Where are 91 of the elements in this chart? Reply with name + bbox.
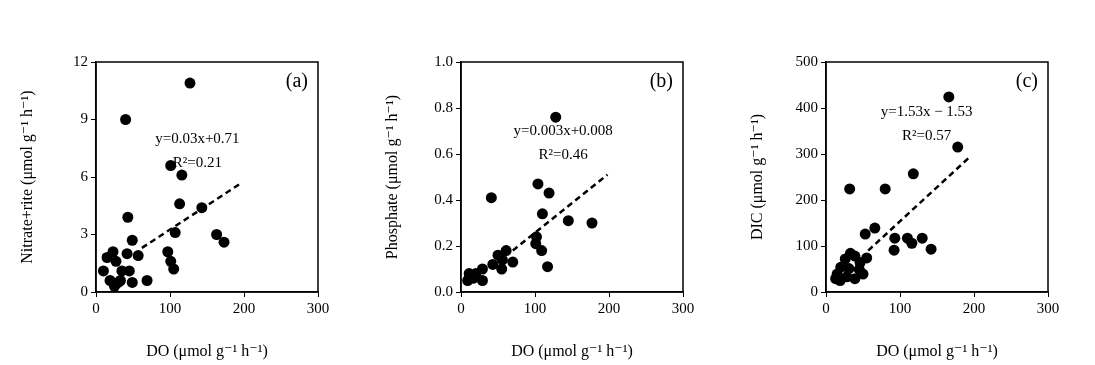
- annotation: (b): [649, 69, 673, 93]
- point: [169, 227, 181, 239]
- point: [844, 183, 856, 195]
- point: [543, 187, 555, 199]
- point: [174, 198, 186, 210]
- point: [97, 265, 109, 277]
- point: [532, 178, 544, 190]
- point: [122, 211, 134, 223]
- x-axis-title: DO (μmol g⁻¹ h⁻¹): [876, 341, 998, 360]
- point: [120, 114, 132, 125]
- x-tick-label: 100: [523, 299, 547, 316]
- annotation: R²=0.57: [902, 126, 952, 143]
- point: [888, 244, 900, 256]
- point: [916, 232, 928, 244]
- y-tick-label: 9: [80, 110, 88, 127]
- point: [562, 215, 574, 227]
- x-tick-label: 200: [962, 299, 986, 316]
- y-axis-title: Nitrate+rite (μmol g⁻¹ h⁻¹): [17, 90, 36, 264]
- point: [184, 77, 196, 89]
- point: [869, 222, 881, 234]
- point: [849, 273, 861, 285]
- point: [586, 217, 598, 229]
- point: [101, 252, 113, 263]
- point: [943, 91, 955, 103]
- y-axis-title: Phosphate (μmol g⁻¹ h⁻¹): [382, 94, 401, 260]
- y-tick-label: 1.0: [434, 52, 453, 69]
- x-tick-label: 0: [822, 299, 830, 316]
- x-tick-label: 300: [1036, 299, 1060, 316]
- point: [485, 192, 497, 204]
- point: [218, 236, 230, 248]
- point: [906, 237, 918, 249]
- y-tick-label: 6: [80, 167, 89, 184]
- x-axis-title: DO (μmol g⁻¹ h⁻¹): [146, 341, 268, 360]
- point: [487, 258, 499, 270]
- y-tick-label: 0.4: [434, 190, 454, 207]
- x-tick-label: 0: [457, 299, 465, 316]
- point: [132, 250, 144, 262]
- point: [536, 208, 548, 220]
- point: [176, 169, 188, 181]
- point: [925, 243, 937, 255]
- y-tick-label: 0.6: [434, 144, 454, 161]
- point: [542, 261, 554, 273]
- x-tick-label: 300: [306, 299, 330, 316]
- point: [889, 232, 901, 244]
- y-tick-label: 0: [80, 282, 88, 299]
- annotation: R²=0.46: [538, 145, 589, 162]
- y-axis-title: DIC (μmol g⁻¹ h⁻¹): [747, 113, 766, 241]
- point: [859, 228, 871, 240]
- x-tick-label: 200: [597, 299, 621, 316]
- point: [121, 248, 133, 260]
- y-tick-label: 100: [795, 236, 818, 253]
- point: [907, 168, 919, 180]
- point: [126, 234, 138, 246]
- y-tick-label: 0.8: [434, 98, 453, 115]
- x-tick-label: 300: [671, 299, 695, 316]
- point: [476, 275, 488, 286]
- point: [141, 275, 153, 286]
- annotation: (a): [285, 69, 308, 93]
- y-tick-label: 0: [810, 282, 818, 299]
- point: [952, 141, 964, 153]
- point: [196, 202, 208, 214]
- point: [879, 183, 891, 195]
- annotation: y=0.03x+0.71: [155, 129, 240, 146]
- point: [550, 111, 562, 123]
- y-tick-label: 500: [795, 52, 818, 69]
- point: [496, 254, 508, 266]
- annotation: (c): [1015, 69, 1038, 93]
- y-tick-label: 12: [73, 52, 88, 69]
- x-axis-title: DO (μmol g⁻¹ h⁻¹): [511, 341, 633, 360]
- annotation: y=0.003x+0.008: [513, 121, 613, 138]
- y-tick-label: 300: [795, 144, 818, 161]
- point: [536, 245, 548, 257]
- point: [110, 255, 122, 267]
- y-tick-label: 3: [80, 225, 88, 242]
- x-tick-label: 100: [158, 299, 182, 316]
- point: [168, 263, 180, 275]
- point: [530, 238, 542, 250]
- x-tick-label: 200: [232, 299, 256, 316]
- y-tick-label: 200: [795, 190, 818, 207]
- y-tick-label: 0.2: [434, 236, 453, 253]
- point: [126, 276, 138, 288]
- point: [861, 252, 873, 264]
- point: [496, 263, 508, 275]
- y-tick-label: 400: [795, 98, 818, 115]
- point: [507, 256, 519, 268]
- point: [162, 246, 174, 258]
- x-tick-label: 0: [92, 299, 100, 316]
- y-tick-label: 0.0: [434, 282, 453, 299]
- annotation: y=1.53x − 1.53: [880, 102, 973, 119]
- point: [211, 229, 223, 240]
- x-tick-label: 100: [888, 299, 912, 316]
